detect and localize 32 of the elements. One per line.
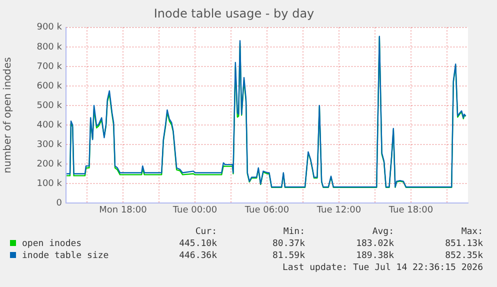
x-tick-label: Mon 18:00 [99, 206, 148, 216]
text: Max: [460, 226, 483, 238]
y-tick-label: 600 k [36, 81, 63, 92]
y-axis-title: number of open inodes [2, 57, 14, 174]
legend-label: inode table size [21, 250, 110, 262]
text: 183.02k [355, 238, 394, 250]
text: 81.59k [271, 250, 305, 262]
y-tick-label: 100 k [36, 178, 63, 189]
y-tick-label: 500 k [36, 100, 63, 111]
x-tick-label: Tue 06:00 [244, 206, 290, 216]
chart-title: Inode table usage - by day [154, 6, 314, 20]
y-tick-label: 0 [56, 198, 62, 208]
text: 80.37k [271, 238, 305, 250]
x-tick-label: Tue 18:00 [388, 206, 434, 216]
text: 189.38k [355, 250, 394, 262]
y-tick-label: 400 k [36, 120, 63, 130]
y-tick-label: 300 k [36, 140, 63, 150]
text: Cur: [194, 226, 217, 238]
text: Last update: Tue Jul 14 22:36:15 2026 [282, 262, 483, 274]
y-tick-label: 900 k [36, 22, 63, 33]
text: Avg: [371, 226, 394, 238]
text: Min: [282, 226, 305, 238]
y-tick-label: 800 k [36, 42, 63, 52]
text: 445.10k [178, 238, 217, 250]
text: 851.13k [444, 238, 483, 250]
y-tick-label: 200 k [36, 159, 63, 170]
y-tick-label: 700 k [36, 62, 63, 72]
x-tick-label: Tue 12:00 [316, 206, 362, 216]
x-tick-label: Tue 00:00 [172, 206, 218, 216]
text: 446.36k [178, 250, 217, 262]
legend-label: open inodes [21, 238, 83, 250]
text: 852.35k [444, 250, 483, 262]
